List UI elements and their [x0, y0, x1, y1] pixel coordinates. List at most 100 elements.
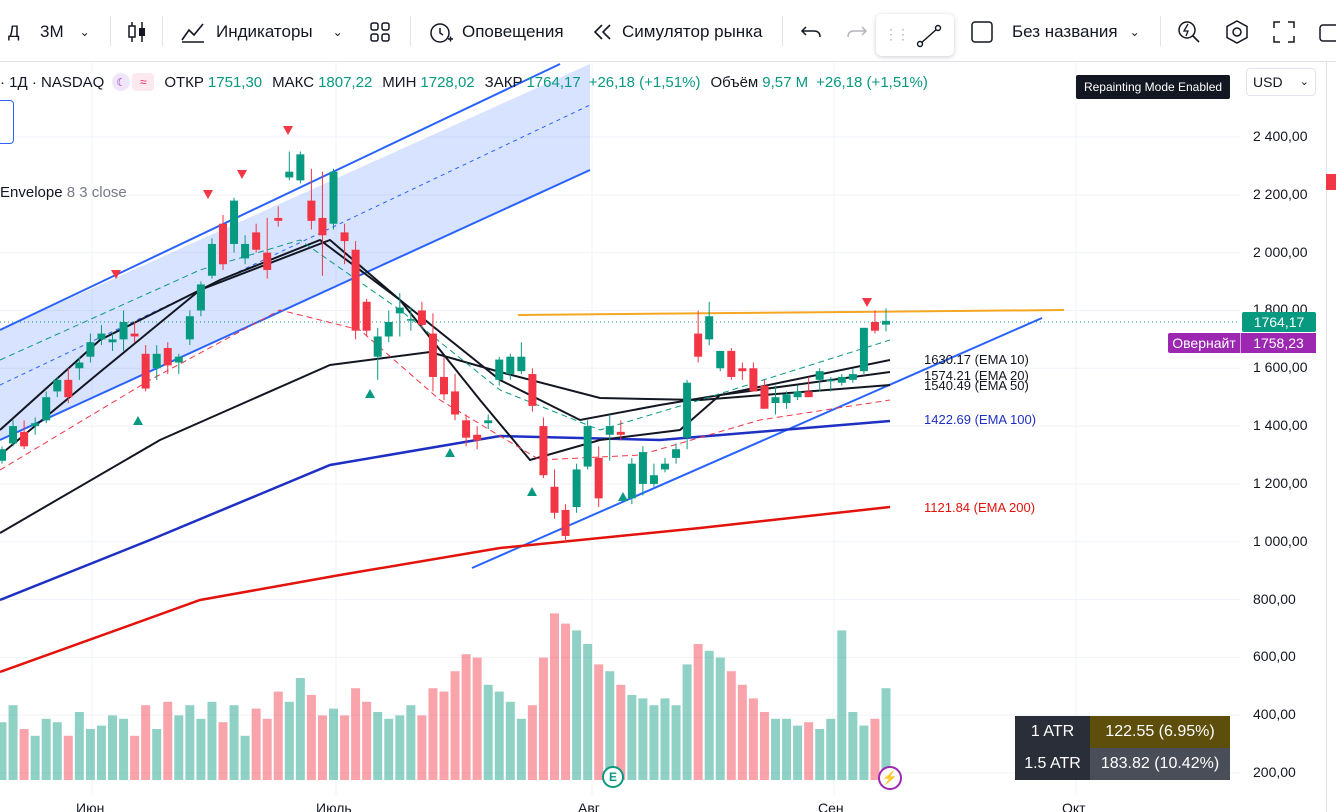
candle-body — [440, 376, 448, 395]
low-value: 1728,02 — [420, 73, 475, 91]
interval-short-button[interactable]: Д — [8, 18, 20, 46]
volume-bar — [119, 718, 129, 780]
volume-bar — [384, 718, 394, 780]
quick-search-button[interactable] — [1176, 18, 1202, 46]
sell-signal-marker — [862, 298, 872, 307]
chart-area[interactable] — [0, 62, 1336, 812]
volume-bar — [826, 718, 836, 780]
candle-body — [616, 431, 625, 435]
toolbar-divider — [782, 16, 783, 46]
alerts-button[interactable]: Оповещения — [428, 18, 564, 46]
trend-line-icon[interactable] — [916, 24, 942, 48]
drawing-tool-panel[interactable]: ⋮⋮ — [876, 14, 954, 56]
candle-body — [351, 249, 360, 331]
candle-body — [428, 333, 437, 377]
market-status-icon[interactable]: ☾ — [112, 73, 131, 91]
replay-button[interactable]: Симулятор рынка — [592, 18, 762, 46]
candle-body — [207, 243, 216, 276]
toolbar-divider — [410, 16, 411, 46]
buy-signal-marker — [618, 492, 628, 501]
volume-bar — [317, 715, 327, 780]
candle-body — [594, 457, 603, 499]
interval-button[interactable]: 3M ⌄ — [40, 18, 90, 46]
layout-button[interactable]: Без названия ⌄ — [970, 18, 1140, 46]
drag-handle-icon[interactable]: ⋮⋮ — [884, 26, 910, 42]
buy-signal-marker — [133, 416, 143, 425]
data-wave-icon[interactable]: ≈ — [132, 73, 155, 91]
volume-bar — [682, 664, 692, 780]
volume-bar — [262, 718, 272, 780]
candle-body — [473, 434, 482, 441]
candle-body — [804, 391, 813, 398]
envelope-name: Envelope — [0, 184, 63, 201]
templates-button[interactable] — [368, 18, 392, 46]
candle-body — [649, 475, 658, 484]
high-label: МАКС — [272, 73, 315, 91]
candle-body — [230, 200, 239, 244]
currency-select[interactable]: USD ⌄ — [1246, 68, 1316, 96]
volume-bar — [41, 718, 51, 780]
price-chart[interactable] — [0, 62, 1336, 812]
volume-bar — [638, 698, 648, 780]
volume-bar — [572, 630, 582, 780]
volume-bar — [85, 729, 95, 780]
candle-body — [627, 463, 636, 499]
snapshot-button[interactable] — [1318, 18, 1336, 46]
price-marker — [1326, 174, 1336, 190]
candle-body — [318, 217, 327, 236]
volume-bar — [859, 725, 869, 780]
volume-bar — [594, 664, 604, 780]
symbol-name[interactable]: · 1Д · NASDAQ — [0, 73, 105, 91]
candle-body — [550, 486, 559, 513]
volume-bar — [450, 671, 460, 780]
indicators-icon — [181, 23, 204, 43]
volume-bar — [163, 701, 173, 780]
candle-body — [782, 394, 791, 403]
volume-bar — [329, 708, 338, 780]
volume-bar — [152, 729, 162, 780]
volume-bar — [494, 691, 504, 780]
channel-upper-line — [0, 63, 561, 331]
fullscreen-button[interactable] — [1272, 18, 1296, 46]
search-bolt-icon — [1178, 21, 1200, 43]
overnight-tag: Овернайт 1758,23 — [1168, 333, 1316, 353]
chevron-down-icon: ⌄ — [1129, 25, 1140, 39]
time-axis-label: Сен — [818, 800, 844, 812]
settings-button[interactable] — [1224, 18, 1250, 46]
volume-bar — [461, 654, 471, 780]
undo-button[interactable] — [800, 18, 822, 46]
rewind-icon — [593, 24, 611, 40]
candle-body — [373, 336, 382, 357]
news-bolt-icon[interactable]: ⚡ — [878, 766, 902, 790]
volume-bar — [417, 715, 427, 780]
ema50-label: 1540.49 (EMA 50) — [924, 378, 1029, 393]
atr-value: 122.55 (6.95%) — [1090, 716, 1230, 748]
ema100-line — [0, 419, 891, 602]
atr-row-2: 1.5 ATR 183.82 (10.42%) — [1015, 748, 1230, 780]
ema10-label: 1630.17 (EMA 10) — [924, 352, 1029, 367]
volume-bar — [660, 698, 670, 780]
candle-body — [870, 322, 879, 331]
candle-body — [119, 322, 128, 340]
earnings-icon[interactable]: E — [602, 766, 624, 788]
candle-body — [705, 316, 714, 340]
camera-icon — [1319, 24, 1336, 42]
candle-body — [406, 319, 415, 321]
volume-bar — [295, 678, 305, 780]
collapse-toggle[interactable] — [0, 100, 14, 144]
indicators-button[interactable]: Индикаторы ⌄ — [180, 18, 343, 46]
channel-mid-line — [0, 104, 591, 386]
candle-body — [638, 452, 647, 484]
volume-bar — [373, 712, 383, 780]
redo-button[interactable] — [846, 18, 868, 46]
gear-icon — [1226, 20, 1248, 44]
alarm-clock-icon — [430, 23, 453, 43]
overnight-label: Овернайт — [1168, 333, 1240, 353]
candle-body — [31, 423, 40, 427]
candle-body — [661, 463, 669, 470]
envelope-indicator-label[interactable]: Envelope 8 3 close — [0, 184, 127, 201]
chart-type-button[interactable] — [126, 18, 148, 46]
volume-bar — [693, 644, 703, 780]
ema200-label: 1121.84 (EMA 200) — [924, 500, 1036, 515]
price-axis-label: 1 600,00 — [1253, 359, 1308, 376]
